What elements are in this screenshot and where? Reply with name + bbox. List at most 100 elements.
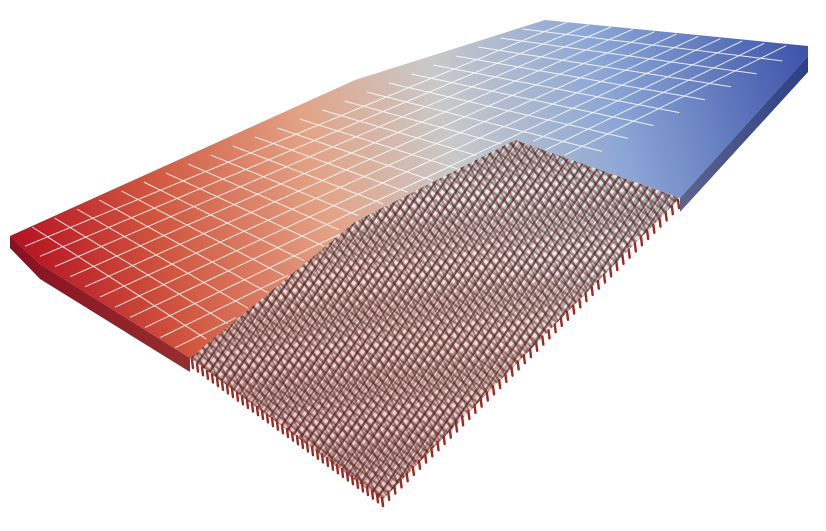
mesh-line-transverse [39, 24, 589, 257]
lattice-rod-tip [436, 440, 440, 452]
lattice-rod-a-highlight [0, 130, 49, 520]
lattice-rod-tip [295, 435, 300, 446]
lattice-rod-a [0, 130, 101, 520]
lattice-rod-a-highlight [310, 140, 571, 500]
lattice-rod-tip [639, 236, 644, 247]
lattice-rod-a [0, 130, 83, 520]
lattice-rod-tip [497, 378, 502, 390]
lattice-rod-tip [315, 449, 320, 460]
lattice-rod-a [316, 140, 580, 500]
lattice-rod-a-highlight [346, 140, 607, 500]
lattice-rod-a [334, 140, 598, 500]
mesh-line-longitudinal [121, 190, 285, 276]
lattice-rod-b [0, 130, 30, 520]
lattice-rod-b [630, 140, 680, 500]
lattice-rod-tip [325, 456, 330, 468]
lattice-rod-tip [559, 316, 564, 328]
lattice-rod-tip [664, 211, 668, 222]
lattice-rod-b [0, 130, 75, 520]
lattice-rod-tip [340, 467, 345, 479]
lattice-rod-tip [417, 459, 422, 470]
mesh-line-transverse [174, 45, 787, 349]
mesh-line-transverse [159, 42, 765, 339]
lattice-rod-a [0, 130, 38, 520]
lattice-rod-b [612, 140, 680, 500]
lattice-rod-b [703, 130, 826, 520]
lattice-rod-a-highlight [364, 140, 625, 500]
lattice-rod-b [0, 130, 21, 520]
lattice-rod-tip [235, 391, 240, 402]
lattice-rod-tip [590, 285, 594, 297]
lattice-rod-tip [516, 360, 520, 371]
lattice-rod-b [0, 130, 3, 520]
lattice-rod-tip [571, 304, 576, 315]
lattice-rod-tip [467, 409, 471, 421]
lattice-rod-tip [670, 205, 675, 216]
lattice-rod-tip [578, 298, 582, 309]
lattice-rod-tip [290, 431, 295, 442]
lattice-rod-tip [255, 406, 260, 417]
lattice-rod-a [343, 140, 607, 500]
lattice-rod-tip [430, 447, 434, 458]
mesh-line-longitudinal [321, 109, 477, 156]
lattice-rod-tip [596, 279, 601, 290]
lattice-rod-a [0, 130, 119, 520]
mesh-line-transverse [54, 26, 611, 267]
lattice-rod-b [0, 130, 111, 520]
lattice-rod-a [0, 130, 110, 520]
mesh-line-longitudinal [344, 100, 502, 145]
lattice-rod-b [694, 130, 826, 520]
lattice-rod-tip [320, 453, 325, 464]
lattice-rod-a-highlight [0, 130, 22, 520]
lattice-rod-a-highlight [328, 140, 589, 500]
lattice-rod-tip [215, 376, 220, 388]
lattice-rod-a-highlight [0, 130, 13, 520]
lattice-rod-a-highlight [0, 130, 112, 520]
lattice-rod-b [594, 140, 680, 500]
lattice-rod-tip [310, 445, 315, 457]
lattice-rod-tip [485, 391, 490, 402]
lattice-rod-tip [250, 402, 255, 413]
lattice-rod-tip [652, 223, 656, 235]
lattice-rod-b [0, 130, 57, 520]
mesh-line-transverse [99, 33, 677, 298]
lattice-rod-a-highlight [319, 140, 580, 500]
lattice-rod-b [0, 130, 48, 520]
lattice-rod-b [585, 140, 680, 500]
mesh-line-transverse [144, 40, 743, 328]
lattice-rod-a-highlight [283, 140, 544, 500]
lattice-rod-tip [190, 358, 195, 370]
lattice-rod-tip [305, 442, 310, 453]
lattice-rod-b [721, 130, 826, 520]
lattice-rod-tip [491, 385, 496, 396]
plate-top-surface [10, 20, 808, 358]
lattice-rod-tip [565, 310, 570, 321]
lattice-rod-a [307, 140, 571, 500]
mesh-line-longitudinal [165, 172, 325, 247]
lattice-rod-tip [448, 428, 453, 439]
lattice-rod-a [0, 130, 92, 520]
lattice-rod-b [0, 130, 102, 520]
mesh-line-longitudinal [54, 217, 228, 325]
lattice-rod-tip [380, 496, 385, 508]
lattice-rod-a-highlight [0, 130, 67, 520]
mesh-line-transverse [129, 38, 721, 318]
lattice-rod-tips [190, 198, 681, 508]
lattice-rod-a [0, 130, 65, 520]
lattice-rod-tip [195, 362, 200, 373]
lattice-rod-tip [300, 438, 305, 450]
lattice-rod-a-highlight [0, 130, 76, 520]
lattice-rod-a-highlight [373, 140, 634, 500]
lattice-rod-tip [528, 347, 533, 359]
lattice-rod-tip [608, 267, 613, 278]
lattice-rod-tip [621, 254, 625, 266]
lattice-rod-tip [602, 273, 607, 284]
lattice-rod-b [0, 130, 39, 520]
lattice-rod-a [289, 140, 553, 500]
lattice-rod-tip [355, 478, 360, 490]
lattice-rod-b [603, 140, 680, 500]
lattice-rod-tip [547, 329, 551, 340]
lattice-rod-a [0, 130, 20, 520]
lattice-rod-tip [553, 322, 557, 334]
lattice-rod-a [0, 130, 47, 520]
